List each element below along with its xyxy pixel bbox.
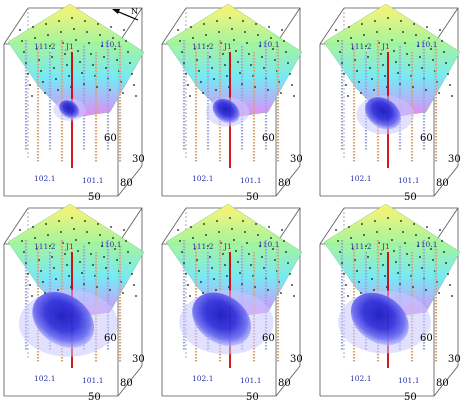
tick-80: 80: [436, 378, 449, 389]
tick-30: 30: [448, 154, 461, 165]
panel-5: 111.2 J1 110.1 102.1 101.1 60 30 80 50: [161, 203, 303, 403]
well-label-111-2: 111.2: [192, 242, 214, 251]
surface-grid-dots: [19, 217, 137, 297]
tick-80: 80: [120, 378, 133, 389]
tick-60: 60: [262, 133, 275, 144]
plume-core: [32, 291, 95, 348]
plume-core: [350, 292, 409, 346]
well-label-111-2: 111.2: [34, 42, 56, 51]
tick-60: 60: [262, 333, 275, 344]
well-label-110-1: 110.1: [100, 240, 121, 249]
north-arrow-icon: N: [112, 7, 139, 21]
well-label-102-1: 102.1: [34, 174, 55, 183]
tick-50: 50: [404, 192, 417, 203]
well-label-111-2: 111.2: [34, 242, 56, 251]
plume-core: [365, 97, 401, 130]
well-label-101-1: 101.1: [398, 376, 419, 385]
well-label-101-1: 101.1: [240, 376, 261, 385]
well-label-j1: J1: [223, 242, 232, 251]
well-label-102-1: 102.1: [192, 174, 213, 183]
tick-80: 80: [120, 178, 133, 189]
well-label-110-1: 110.1: [258, 240, 279, 249]
well-label-102-1: 102.1: [350, 374, 371, 383]
well-label-101-1: 101.1: [82, 176, 103, 185]
panel-6: 111.2 J1 110.1 102.1 101.1 60 30 80 50: [319, 203, 461, 403]
north-label: N: [131, 7, 138, 16]
well-label-111-2: 111.2: [350, 42, 372, 51]
tick-30: 30: [132, 154, 145, 165]
well-label-j1: J1: [381, 42, 390, 51]
tick-50: 50: [88, 192, 101, 203]
plume-core: [59, 100, 80, 119]
plume-core: [212, 98, 240, 124]
well-label-j1: J1: [381, 242, 390, 251]
well-label-110-1: 110.1: [100, 40, 121, 49]
well-label-j1: J1: [223, 42, 232, 51]
well-label-111-2: 111.2: [192, 42, 214, 51]
well-label-102-1: 102.1: [350, 174, 371, 183]
panel-1: 111.2 J1 110.1 102.1 101.1 60 30 80 50: [3, 3, 145, 203]
well-label-102-1: 102.1: [192, 374, 213, 383]
surface-grid-dots: [177, 217, 295, 297]
well-label-102-1: 102.1: [34, 374, 55, 383]
panel-4: 111.2 J1 110.1 102.1 101.1 60 30 80 50: [3, 203, 145, 403]
well-label-110-1: 110.1: [258, 40, 279, 49]
tick-30: 30: [290, 154, 303, 165]
well-label-110-1: 110.1: [416, 40, 437, 49]
surface-grid-dots: [19, 17, 137, 97]
well-label-j1: J1: [65, 242, 74, 251]
panel-3: 111.2 J1 110.1 102.1 101.1 60 30 80 50: [319, 3, 461, 203]
tick-30: 30: [132, 354, 145, 365]
tick-50: 50: [404, 392, 417, 403]
tick-80: 80: [436, 178, 449, 189]
well-label-110-1: 110.1: [416, 240, 437, 249]
tick-60: 60: [420, 133, 433, 144]
tick-80: 80: [278, 178, 291, 189]
tick-50: 50: [246, 392, 259, 403]
well-label-101-1: 101.1: [240, 176, 261, 185]
well-label-101-1: 101.1: [398, 176, 419, 185]
tick-80: 80: [278, 378, 291, 389]
tick-60: 60: [420, 333, 433, 344]
tick-30: 30: [448, 354, 461, 365]
tick-60: 60: [104, 333, 117, 344]
panel-2: 111.2 J1 110.1 102.1 101.1 60 30 80 50: [161, 3, 303, 203]
surface-grid-dots: [335, 17, 453, 97]
tick-60: 60: [104, 133, 117, 144]
well-label-j1: J1: [65, 42, 74, 51]
tick-30: 30: [290, 354, 303, 365]
plume-core: [192, 292, 252, 346]
tick-50: 50: [88, 392, 101, 403]
well-label-111-2: 111.2: [350, 242, 372, 251]
well-label-101-1: 101.1: [82, 376, 103, 385]
tick-50: 50: [246, 192, 259, 203]
